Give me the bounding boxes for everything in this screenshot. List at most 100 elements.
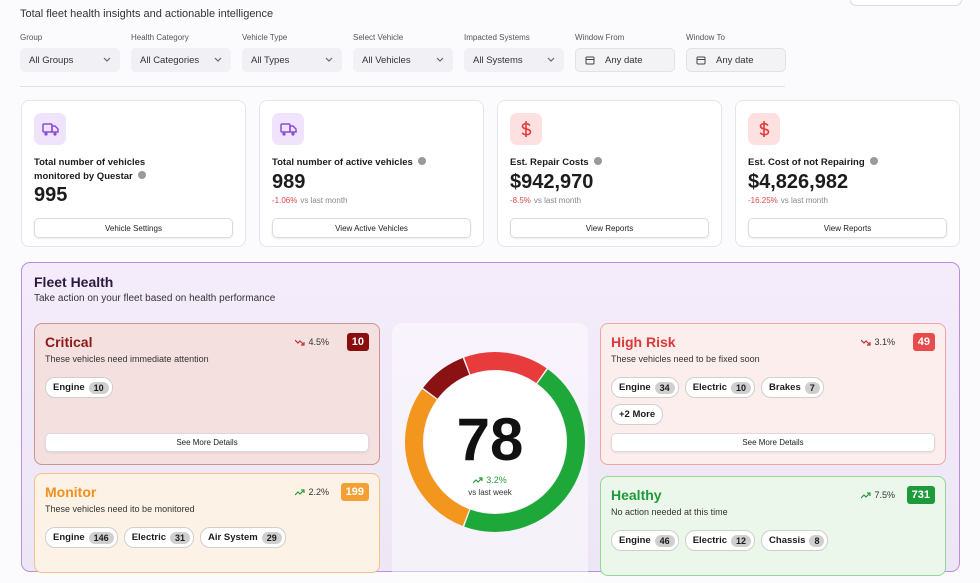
filter-dropdown[interactable]: All Types (242, 48, 342, 72)
filter-label: Health Category (131, 33, 189, 42)
stat-button[interactable]: View Reports (748, 218, 947, 238)
filter-label: Impacted Systems (464, 33, 530, 42)
filter-value: Any date (605, 54, 643, 66)
more-tag[interactable]: +2 More (611, 404, 664, 425)
health-card: Healthy No action needed at this time 7.5%… (600, 476, 946, 576)
stat-label: Est. Cost of not Repairing (748, 156, 948, 170)
health-trend: 7.5% (861, 490, 895, 500)
tag-count: 10 (731, 381, 752, 394)
system-tag[interactable]: Engine 10 (45, 377, 113, 398)
tag-name: Electric (692, 535, 728, 546)
tag-name: Engine (619, 382, 651, 393)
health-description: These vehicles need to be fixed soon (611, 354, 760, 364)
score-change: 3.2% (392, 475, 588, 485)
chevron-icon (325, 57, 333, 62)
change-value: -1.06% (272, 196, 298, 205)
filter-dropdown[interactable]: All Groups (20, 48, 120, 72)
health-count: 731 (906, 486, 935, 504)
score-gauge (405, 352, 585, 532)
info-icon (417, 157, 426, 165)
stat-button[interactable]: Vehicle Settings (34, 218, 233, 238)
change-compare: vs last month (300, 196, 348, 205)
panel-subtitle: Take action on your fleet based on healt… (34, 293, 276, 304)
filter-label: Vehicle Type (242, 33, 288, 42)
system-tag[interactable]: Engine 146 (45, 527, 118, 548)
filter-label: Group (20, 33, 43, 42)
stat-icon (272, 113, 304, 145)
health-trend: 3.1% (861, 337, 895, 347)
system-tag[interactable]: Electric 12 (684, 530, 756, 551)
filter-dropdown[interactable]: All Categories (131, 48, 231, 72)
filter-dropdown[interactable]: All Vehicles (353, 48, 453, 72)
divider (20, 86, 785, 87)
tag-count: 31 (170, 531, 191, 544)
stat-button[interactable]: View Reports (510, 218, 709, 238)
tag-list: Engine 146 Electric 31 Air System 29 (45, 527, 295, 548)
health-count: 10 (346, 333, 369, 351)
tag-count: 7 (804, 381, 820, 394)
fleet-health-panel: Fleet Health Take action on your fleet ba… (21, 262, 960, 583)
system-tag[interactable]: Engine 34 (611, 377, 679, 398)
stat-label-text: Est. Repair Costs (510, 157, 589, 168)
health-trend: 4.5% (295, 337, 329, 347)
system-tag[interactable]: Electric 10 (684, 377, 756, 398)
stat-card: Total number of active vehicles 989 -1.06%… (259, 100, 484, 247)
tag-count: 12 (731, 534, 752, 547)
top-button[interactable] (850, 0, 962, 6)
stat-card: Est. Cost of not Repairing $4,826,982 -16.… (735, 100, 960, 247)
filter-dropdown[interactable]: Any date (575, 48, 675, 72)
stat-card: Total number of vehicles monitored by Qu… (21, 100, 246, 247)
tag-name: Electric (692, 382, 728, 393)
panel-title: Fleet Health (34, 274, 114, 290)
calendar-icon (585, 56, 595, 65)
stat-card: Est. Repair Costs $942,970 -8.5% vs last mo… (497, 100, 722, 247)
info-icon (869, 157, 878, 165)
health-description: These vehicles need ito be monitored (45, 504, 195, 514)
filter-value: All Categories (140, 54, 200, 66)
trend-icon (295, 488, 306, 495)
system-tag[interactable]: Brakes 7 (761, 377, 824, 398)
score-panel: 78 3.2% vs last week (392, 323, 588, 583)
stat-value: 989 (272, 171, 306, 193)
score-compare: vs last week (468, 488, 512, 497)
tag-list: Engine 46 Electric 12 Chassis 8 (611, 530, 861, 551)
health-card: High Risk These vehicles need to be fixed… (600, 323, 946, 465)
system-tag[interactable]: Air System 29 (200, 527, 286, 548)
stat-label-text: Total number of active vehicles (272, 157, 413, 168)
stat-label: Est. Repair Costs (510, 156, 710, 170)
tag-count: 46 (654, 534, 675, 547)
stat-value: 995 (34, 184, 68, 206)
details-button[interactable]: See More Details (45, 433, 369, 452)
tag-count: 10 (88, 381, 109, 394)
filter-dropdown[interactable]: Any date (686, 48, 786, 72)
stat-button[interactable]: View Active Vehicles (272, 218, 471, 238)
page-subtitle: Total fleet health insights and actionab… (20, 8, 274, 20)
details-button[interactable]: See More Details (611, 433, 935, 452)
trend-value: 2.2% (308, 487, 329, 497)
system-tag[interactable]: Chassis 8 (761, 530, 829, 551)
score-change-value: 3.2% (486, 475, 507, 485)
chevron-icon (103, 57, 111, 62)
tag-count: 29 (261, 531, 282, 544)
stat-icon (510, 113, 542, 145)
system-tag[interactable]: Electric 31 (123, 527, 195, 548)
filter-value: All Vehicles (362, 54, 411, 66)
stat-change: -16.25% vs last month (748, 196, 828, 205)
info-icon (137, 171, 146, 179)
health-trend: 2.2% (295, 487, 329, 497)
health-card: Critical These vehicles need immediate at… (34, 323, 380, 465)
trend-icon (861, 339, 872, 346)
stat-icon (34, 113, 66, 145)
trend-value: 3.1% (874, 337, 895, 347)
stat-label-text: Total number of vehicles monitored by Qu… (34, 157, 146, 182)
filter-dropdown[interactable]: All Systems (464, 48, 564, 72)
tag-list: Engine 10 (45, 377, 295, 398)
tag-name: Engine (53, 532, 85, 543)
chevron-icon (436, 57, 444, 62)
system-tag[interactable]: Engine 46 (611, 530, 679, 551)
chevron-icon (214, 57, 222, 62)
stat-change: -8.5% vs last month (510, 196, 581, 205)
chevron-icon (547, 57, 555, 62)
health-title: High Risk (611, 334, 676, 350)
change-compare: vs last month (780, 196, 828, 205)
